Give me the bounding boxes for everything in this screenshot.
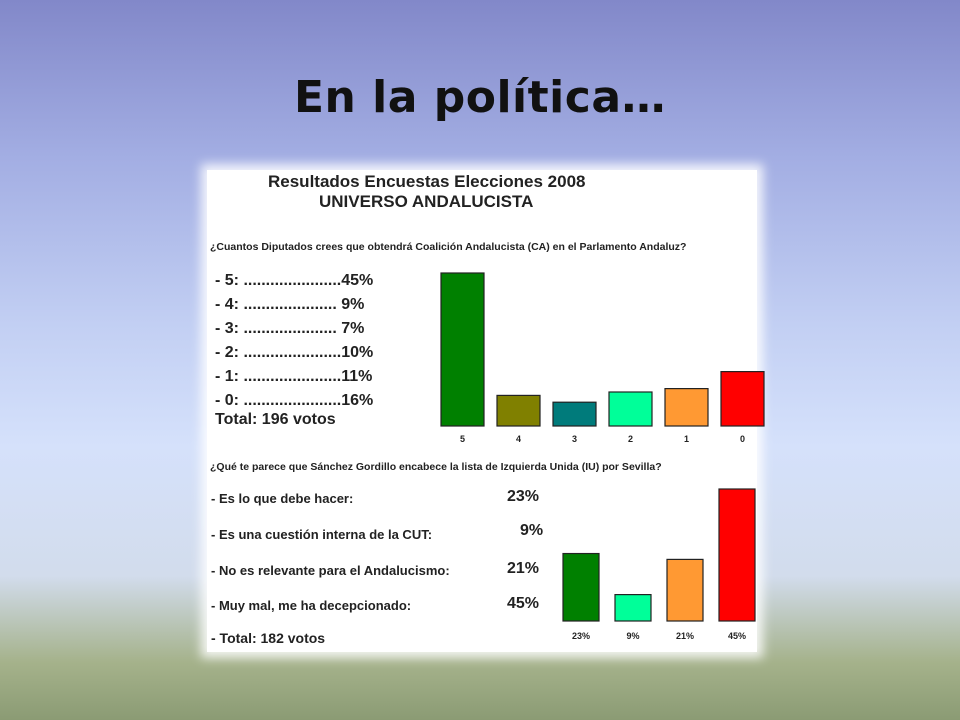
bar-1 (664, 388, 709, 427)
q2-option-label: - Muy mal, me ha decepcionado: (211, 598, 412, 613)
q1-result-row: - 4: ..................... 9% (215, 296, 365, 313)
question-2: ¿Qué te parece que Sánchez Gordillo enca… (210, 461, 662, 473)
x-tick-label: 1 (684, 434, 689, 444)
chart-diputados: 5 4 3 2 1 0 (440, 272, 765, 444)
survey-subtitle: UNIVERSO ANDALUCISTA (319, 192, 534, 211)
q2-option-pct: 45% (507, 595, 540, 612)
q2-option-pct: 9% (520, 522, 544, 539)
x-tick-label: 23% (572, 631, 590, 641)
x-tick-label: 4 (516, 434, 521, 444)
chart-sanchez-gordillo: 23% 9% 21% 45% (562, 488, 756, 641)
bar-3 (552, 401, 597, 427)
x-tick-label: 5 (460, 434, 465, 444)
q2-total: - Total: 182 votos (211, 630, 326, 646)
slide-title: En la política… (293, 72, 667, 123)
q1-total: Total: 196 votos (215, 411, 336, 428)
bar-2 (608, 391, 653, 427)
q1-result-row: - 2: ......................10% (215, 344, 374, 361)
q2-option-label: - Es lo que debe hacer: (211, 491, 354, 506)
x-tick-label: 2 (628, 434, 633, 444)
bar-23% (562, 552, 600, 622)
bar-0 (720, 371, 765, 427)
question-1: ¿Cuantos Diputados crees que obtendrá Co… (210, 241, 687, 253)
q2-option-label: - No es relevante para el Andalucismo: (211, 563, 450, 578)
q2-option-label: - Es una cuestión interna de la CUT: (211, 527, 433, 542)
bar-9% (614, 594, 652, 622)
bar-45% (718, 488, 756, 622)
q1-result-row: - 5: ......................45% (215, 272, 374, 289)
q1-result-row: - 3: ..................... 7% (215, 320, 365, 337)
bar-5 (440, 272, 485, 427)
q2-option-pct: 21% (507, 560, 540, 577)
q1-result-row: - 0: ......................16% (215, 392, 374, 409)
q2-option-pct: 23% (507, 488, 540, 505)
x-tick-label: 0 (740, 434, 745, 444)
x-tick-label: 45% (728, 631, 746, 641)
x-tick-label: 9% (626, 631, 639, 641)
x-tick-label: 21% (676, 631, 694, 641)
q1-result-row: - 1: ......................11% (215, 368, 373, 385)
survey-title: Resultados Encuestas Elecciones 2008 (268, 172, 586, 191)
bar-4 (496, 394, 541, 427)
x-tick-label: 3 (572, 434, 577, 444)
survey-panel: Resultados Encuestas Elecciones 2008 UNI… (207, 170, 765, 652)
bar-21% (666, 558, 704, 622)
